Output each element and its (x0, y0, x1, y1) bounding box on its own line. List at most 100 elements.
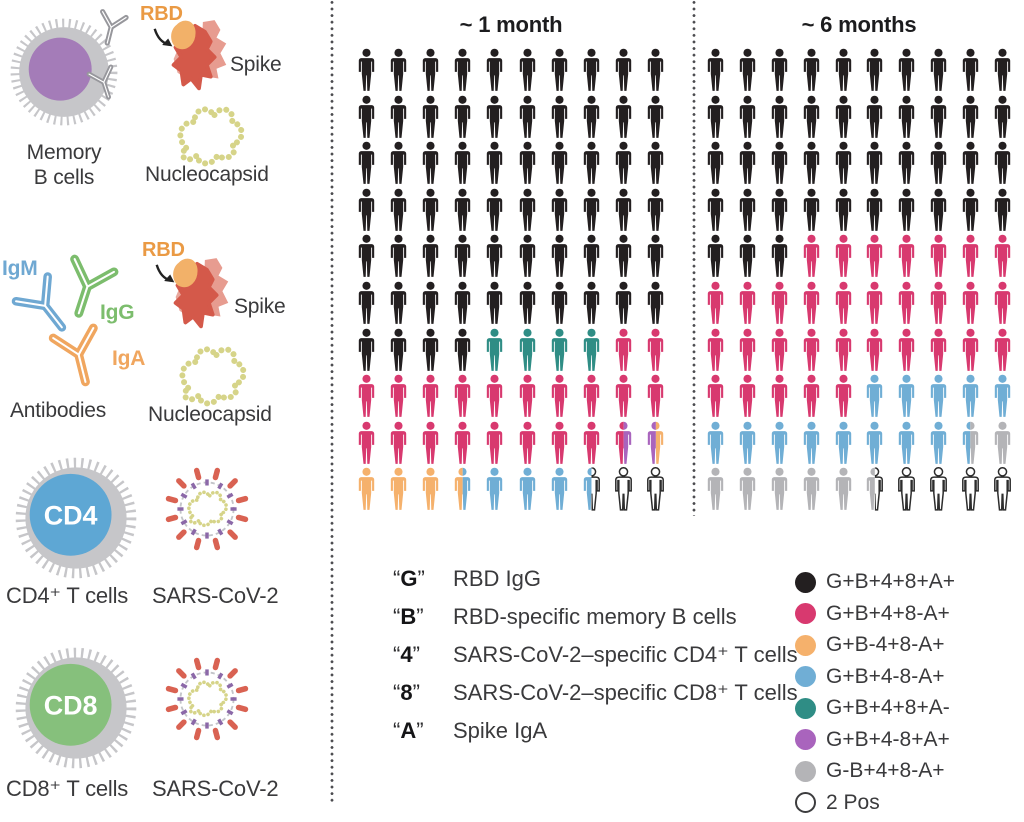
person-icon (891, 374, 923, 421)
person-icon (732, 374, 764, 421)
color-legend-item: G+B+4-8-A+ (795, 665, 955, 689)
person-icon (382, 95, 414, 142)
person-icon (923, 48, 955, 95)
sars-cov-2-label: SARS-CoV-2 (152, 583, 279, 608)
person-icon (575, 467, 607, 514)
person-icon (608, 95, 640, 142)
person-icon (350, 188, 382, 235)
person-icon (764, 421, 796, 468)
person-icon (795, 141, 827, 188)
person-icon (700, 328, 732, 375)
person-icon (700, 48, 732, 95)
person-icon (608, 421, 640, 468)
person-icon (543, 328, 575, 375)
person-icon (447, 374, 479, 421)
person-icon (859, 95, 891, 142)
person-icon (608, 48, 640, 95)
person-icon (795, 95, 827, 142)
color-legend-item: G+B+4+8+A- (795, 696, 955, 720)
cd8-t-cells-label: CD8⁺ T cells (6, 776, 129, 801)
person-icon (732, 234, 764, 281)
person-icon (511, 141, 543, 188)
black-dot-icon (795, 571, 816, 593)
person-icon (764, 234, 796, 281)
person-icon (640, 95, 672, 142)
pink-dot-icon (795, 603, 816, 624)
person-icon (891, 48, 923, 95)
person-icon (986, 48, 1018, 95)
person-icon (827, 374, 859, 421)
legend-letter: “8” (393, 680, 420, 705)
person-icon (575, 141, 607, 188)
legend-description: SARS-CoV-2–specific CD8⁺ T cells (453, 680, 798, 705)
legend-letter: “B” (393, 604, 424, 629)
color-legend-label: G+B-4+8-A+ (826, 633, 945, 656)
person-icon (827, 188, 859, 235)
person-icon (795, 328, 827, 375)
legend-description: RBD IgG (453, 566, 542, 591)
person-icon (382, 421, 414, 468)
person-icon (891, 421, 923, 468)
person-icon (700, 141, 732, 188)
person-icon (923, 281, 955, 328)
person-icon (382, 281, 414, 328)
person-icon (954, 374, 986, 421)
person-icon (827, 141, 859, 188)
purple-dot-icon (795, 729, 816, 750)
person-icon (700, 467, 732, 514)
sars-cov-2-icon (158, 650, 256, 748)
nucleocapsid-illustration (170, 102, 250, 168)
person-icon (859, 281, 891, 328)
letter-legend-item: “8” SARS-CoV-2–specific CD8⁺ T cells (393, 680, 798, 705)
person-icon (608, 467, 640, 514)
person-icon (859, 188, 891, 235)
person-icon (986, 95, 1018, 142)
spike-label: Spike (234, 295, 286, 318)
person-icon (447, 95, 479, 142)
teal-dot-icon (795, 697, 816, 719)
chart-6-months-title: ~ 6 months (801, 12, 917, 37)
person-icon (732, 188, 764, 235)
person-icon (859, 48, 891, 95)
person-icon (700, 374, 732, 421)
person-icon (954, 48, 986, 95)
waffle-grid-6-months (700, 48, 1018, 514)
person-icon (414, 328, 446, 375)
person-icon (859, 328, 891, 375)
color-legend-label: G+B+4+8-A+ (826, 601, 950, 625)
person-icon (764, 467, 796, 514)
person-icon (764, 48, 796, 95)
color-legend-item: G+B+4-8+A+ (795, 728, 955, 752)
person-icon (575, 188, 607, 235)
person-icon (479, 281, 511, 328)
igg-label: IgG (100, 301, 135, 324)
cd8-badge: CD8 (44, 690, 98, 720)
person-icon (700, 188, 732, 235)
nucleocapsid-label: Nucleocapsid (148, 403, 272, 426)
person-icon (350, 234, 382, 281)
person-icon (575, 48, 607, 95)
person-icon (382, 467, 414, 514)
cd4-t-cells-label: CD4⁺ T cells (6, 583, 129, 608)
person-icon (543, 95, 575, 142)
spike-protein-illustration (160, 14, 236, 108)
person-icon (891, 234, 923, 281)
cd4-t-cell-illustration: CD4 (6, 448, 146, 588)
person-icon (414, 281, 446, 328)
orange-dot-icon (795, 634, 816, 656)
person-icon (543, 188, 575, 235)
person-icon (511, 467, 543, 514)
person-icon (479, 234, 511, 281)
person-icon (640, 374, 672, 421)
person-icon (447, 141, 479, 188)
color-legend-label: G+B+4-8+A+ (826, 727, 950, 751)
person-icon (827, 281, 859, 328)
person-icon (511, 281, 543, 328)
person-icon (350, 141, 382, 188)
person-icon (923, 328, 955, 375)
person-icon (543, 281, 575, 328)
legend-description: SARS-CoV-2–specific CD4⁺ T cells (453, 642, 798, 667)
person-icon (575, 374, 607, 421)
person-icon (382, 234, 414, 281)
sars-cov-2-icon (158, 460, 256, 558)
